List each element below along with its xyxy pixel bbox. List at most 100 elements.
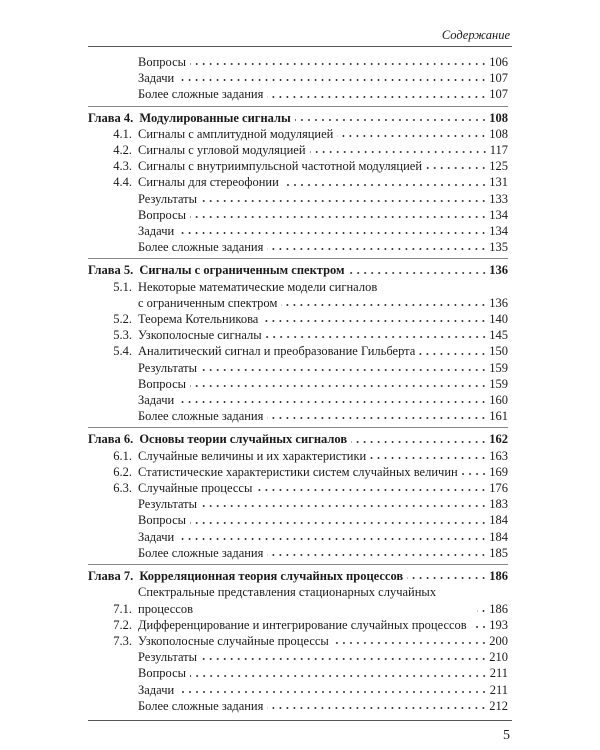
entry-page: 185 xyxy=(489,545,508,560)
toc-entry[interactable]: Результаты 133 xyxy=(88,191,508,207)
entry-title: Результаты xyxy=(138,360,198,375)
entry-title: Более сложные задания xyxy=(138,409,264,424)
entry-page: 106 xyxy=(489,55,508,69)
dot-leader xyxy=(256,489,488,492)
toc-entry[interactable]: Задачи 211 xyxy=(88,682,508,698)
toc-entry[interactable]: Вопросы 134 xyxy=(88,207,508,223)
dot-leader xyxy=(332,642,488,645)
dot-leader xyxy=(281,304,488,307)
dot-leader xyxy=(407,577,488,580)
entry-page: 134 xyxy=(489,207,508,222)
toc-entry[interactable]: 4.1. Сигналы с амплитудной модуляцией 108 xyxy=(88,126,508,142)
entry-title: Задачи xyxy=(138,529,175,544)
toc-entry[interactable]: 5.3. Узкополосные сигналы 145 xyxy=(88,327,508,343)
toc-entry[interactable]: Результаты 183 xyxy=(88,496,508,512)
footer-rule xyxy=(88,720,512,721)
entry-page: 117 xyxy=(489,143,508,158)
entry-title: Вопросы xyxy=(138,376,187,391)
toc-entry[interactable]: Задачи 107 xyxy=(88,70,508,86)
toc-entry[interactable]: 6.1. Случайные величины и их характеристи… xyxy=(88,448,508,464)
entry-title: Результаты xyxy=(138,497,198,512)
entry-title: Вопросы xyxy=(138,513,187,528)
entry-title: Более сложные задания xyxy=(138,240,264,255)
toc-entry[interactable]: с ограниченным спектром 136 xyxy=(88,295,508,311)
entry-title: с ограниченным спектром xyxy=(138,295,278,310)
dot-leader xyxy=(267,706,488,709)
dot-leader xyxy=(201,368,488,371)
entry-title: Аналитический сигнал и преобразование Ги… xyxy=(138,344,416,359)
toc-entry[interactable]: 4.2. Сигналы с угловой модуляцией 117 xyxy=(88,142,508,158)
toc-entry[interactable]: Более сложные задания 135 xyxy=(88,239,508,255)
section-number: 5.1. xyxy=(113,279,132,294)
dot-leader xyxy=(267,417,488,420)
dot-leader xyxy=(337,135,488,138)
entry-title: Сигналы с внутриимпульсной частотной мод… xyxy=(138,159,423,174)
entry-page: 159 xyxy=(489,360,508,375)
entry-title: Задачи xyxy=(138,71,175,86)
chapter-number: Глава 6. xyxy=(88,432,134,447)
entry-title: Задачи xyxy=(138,393,175,408)
entry-title: Сигналы с амплитудной модуляцией xyxy=(138,126,334,141)
entry-title: Спектральные представления стационарных … xyxy=(138,585,437,616)
entry-page: 108 xyxy=(489,110,508,125)
toc-entry[interactable]: Более сложные задания 185 xyxy=(88,545,508,561)
entry-page: 162 xyxy=(489,432,508,447)
entry-title: Статистические характеристики систем слу… xyxy=(138,464,458,479)
toc-entry[interactable]: Результаты 159 xyxy=(88,360,508,376)
section-number: 5.4. xyxy=(113,344,132,359)
toc-entry[interactable]: 5.4. Аналитический сигнал и преобразовани… xyxy=(88,343,508,359)
toc-entry[interactable]: 4.4. Сигналы для стереофонии 131 xyxy=(88,174,508,190)
toc-entry[interactable]: Задачи 160 xyxy=(88,392,508,408)
entry-page: 107 xyxy=(489,87,508,102)
toc-entry[interactable]: 6.2. Статистические характеристики систем… xyxy=(88,464,508,480)
entry-title: Результаты xyxy=(138,191,198,206)
dot-leader xyxy=(190,63,488,66)
toc-entry[interactable]: 7.1. Спектральные представления стационар… xyxy=(88,584,508,616)
toc-chapter[interactable]: Глава 5. Сигналы с ограниченным спектром 1… xyxy=(88,262,508,278)
page-number: 5 xyxy=(503,728,510,743)
entry-page: 184 xyxy=(489,529,508,544)
toc-entry[interactable]: Более сложные задания 212 xyxy=(88,698,508,714)
entry-title: Задачи xyxy=(138,224,175,239)
entry-title: Теорема Котельникова xyxy=(138,312,259,327)
toc-entry[interactable]: 7.3. Узкополосные случайные процессы 200 xyxy=(88,633,508,649)
toc-entry[interactable]: Задачи 134 xyxy=(88,223,508,239)
toc-entry[interactable]: Вопросы 159 xyxy=(88,376,508,392)
toc-entry[interactable]: 7.2. Дифференцирование и интегрирование с… xyxy=(88,617,508,633)
chapter-number: Глава 5. xyxy=(88,263,134,278)
dot-leader xyxy=(470,625,488,628)
entry-page: 212 xyxy=(489,698,508,713)
dot-leader xyxy=(178,79,488,82)
dot-leader xyxy=(351,440,488,443)
toc-entry[interactable]: 4.3. Сигналы с внутриимпульсной частотной… xyxy=(88,158,508,174)
toc-entry[interactable]: Вопросы 106 xyxy=(88,54,508,70)
section-number: 6.1. xyxy=(113,448,132,463)
toc-entry[interactable]: Более сложные задания 161 xyxy=(88,408,508,424)
entry-page: 108 xyxy=(489,126,508,141)
entry-page: 163 xyxy=(489,448,508,463)
toc-chapter[interactable]: Глава 7. Корреляционная теория случайных … xyxy=(88,568,508,584)
header-rule xyxy=(88,46,512,47)
section-number: 6.3. xyxy=(113,481,132,496)
toc-entry[interactable]: Результаты 210 xyxy=(88,649,508,665)
section-number: 7.3. xyxy=(113,633,132,648)
toc-entry[interactable]: Более сложные задания 107 xyxy=(88,86,508,102)
entry-page: 159 xyxy=(489,376,508,391)
toc-entry[interactable]: 5.2. Теорема Котельникова 140 xyxy=(88,311,508,327)
entry-title: Сигналы для стереофонии xyxy=(138,175,279,190)
entry-title: Сигналы с ограниченным спектром xyxy=(139,263,345,278)
entry-title: Некоторые математические модели сигналов xyxy=(138,279,378,294)
toc-chapter[interactable]: Глава 4. Модулированные сигналы 108 xyxy=(88,110,508,126)
dot-leader xyxy=(178,690,488,693)
toc-entry[interactable]: 6.3. Случайные процессы 176 xyxy=(88,480,508,496)
dot-leader xyxy=(477,609,488,612)
dot-leader xyxy=(190,385,488,388)
entry-title: Модулированные сигналы xyxy=(139,110,291,125)
toc-entry[interactable]: Вопросы 184 xyxy=(88,512,508,528)
toc-entry[interactable]: Вопросы 211 xyxy=(88,665,508,681)
toc-entry-line[interactable]: 5.1. Некоторые математические модели сигн… xyxy=(88,279,508,295)
dot-leader xyxy=(294,118,488,121)
toc-entry[interactable]: Задачи 184 xyxy=(88,529,508,545)
toc-chapter[interactable]: Глава 6. Основы теории случайных сигналов… xyxy=(88,431,508,447)
entry-page: 160 xyxy=(489,393,508,408)
